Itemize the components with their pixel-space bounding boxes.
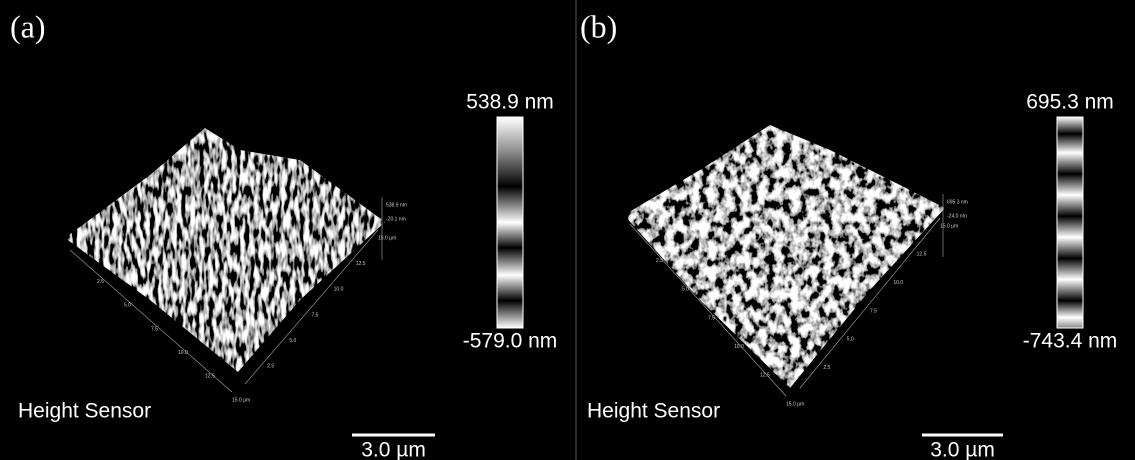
plot-tick-label: 7.5 <box>151 326 158 332</box>
plot-tick-label: 2.5 <box>97 279 104 285</box>
plot-tick-label: 12.5 <box>917 252 927 258</box>
plot-z-label: -24.0 nm <box>947 213 967 219</box>
plot-tick-label: 10.0 <box>178 350 188 356</box>
sensor-label: Height Sensor <box>18 400 151 423</box>
plot-tick-label: 7.5 <box>870 308 877 314</box>
plot-tick-label: 2.5 <box>656 258 663 264</box>
plot-tick-label: 10.0 <box>734 344 744 350</box>
plot-z-label: -20.1 nm <box>386 216 406 222</box>
plot-z-label: 538.9 nm <box>386 202 407 208</box>
figure: (a) 538.9 nm -579.0 nm Height Sensor 3.0 µm 2… <box>0 0 1135 460</box>
plot-tick-label: 5.0 <box>124 303 131 309</box>
plot-tick-label: 15.0 µm <box>232 397 250 403</box>
sensor-label: Height Sensor <box>587 400 720 423</box>
panel-label: (b) <box>580 8 617 44</box>
plot-tick-label: 5.0 <box>682 287 689 293</box>
scale-bar-label: 3.0 µm <box>930 439 995 460</box>
scale-min-label: -579.0 nm <box>463 330 558 353</box>
plot-z-label: 695.3 nm <box>947 199 968 205</box>
plot-tick-label: 12.5 <box>356 261 366 267</box>
panel-label: (a) <box>10 8 46 44</box>
plot-tick-label: 2.5 <box>267 364 274 370</box>
scale-bar-label: 3.0 µm <box>361 439 426 460</box>
plot-tick-label: 7.5 <box>312 312 319 318</box>
color-scale <box>1057 117 1083 328</box>
plot-tick-label: 15.0 µm <box>378 235 396 241</box>
scale-max-label: 538.9 nm <box>466 91 554 114</box>
plot-tick-label: 12.5 <box>205 374 215 380</box>
color-scale <box>497 117 523 328</box>
plot-tick-label: 12.5 <box>760 373 770 379</box>
plot-tick-label: 2.5 <box>823 365 830 371</box>
plot-tick-label: 5.0 <box>289 338 296 344</box>
plot-tick-label: 15.0 µm <box>786 401 804 407</box>
plot-tick-label: 10.0 <box>334 287 344 293</box>
plot-tick-label: 5.0 <box>847 337 854 343</box>
scale-min-label: -743.4 nm <box>1023 330 1118 353</box>
plot-tick-label: 7.5 <box>708 315 715 321</box>
plot-tick-label: 10.0 <box>893 280 903 286</box>
scale-max-label: 695.3 nm <box>1026 91 1114 114</box>
